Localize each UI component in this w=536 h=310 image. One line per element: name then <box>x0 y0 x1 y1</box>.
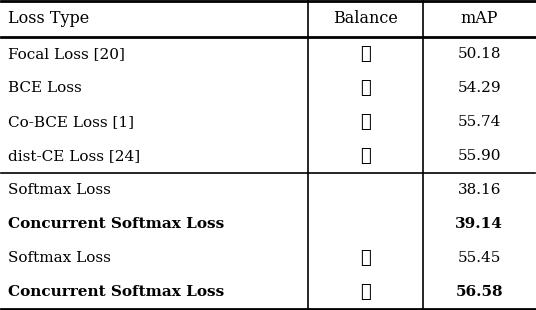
Text: Balance: Balance <box>333 11 398 27</box>
Text: Focal Loss [20]: Focal Loss [20] <box>8 47 124 61</box>
Text: 39.14: 39.14 <box>455 217 503 231</box>
Text: 38.16: 38.16 <box>457 183 501 197</box>
Text: 55.45: 55.45 <box>458 251 501 265</box>
Text: Concurrent Softmax Loss: Concurrent Softmax Loss <box>8 285 224 299</box>
Text: Softmax Loss: Softmax Loss <box>8 251 110 265</box>
Text: ✓: ✓ <box>360 79 371 97</box>
Text: ✓: ✓ <box>360 113 371 131</box>
Text: 50.18: 50.18 <box>457 47 501 61</box>
Text: dist-CE Loss [24]: dist-CE Loss [24] <box>8 149 140 163</box>
Text: mAP: mAP <box>460 11 498 27</box>
Text: ✓: ✓ <box>360 147 371 165</box>
Text: BCE Loss: BCE Loss <box>8 81 81 95</box>
Text: 56.58: 56.58 <box>456 285 503 299</box>
Text: ✓: ✓ <box>360 249 371 267</box>
Text: Loss Type: Loss Type <box>8 11 89 27</box>
Text: ✓: ✓ <box>360 283 371 301</box>
Text: Concurrent Softmax Loss: Concurrent Softmax Loss <box>8 217 224 231</box>
Text: 54.29: 54.29 <box>457 81 501 95</box>
Text: 55.74: 55.74 <box>458 115 501 129</box>
Text: ✓: ✓ <box>360 45 371 63</box>
Text: Softmax Loss: Softmax Loss <box>8 183 110 197</box>
Text: Co-BCE Loss [1]: Co-BCE Loss [1] <box>8 115 133 129</box>
Text: 55.90: 55.90 <box>457 149 501 163</box>
